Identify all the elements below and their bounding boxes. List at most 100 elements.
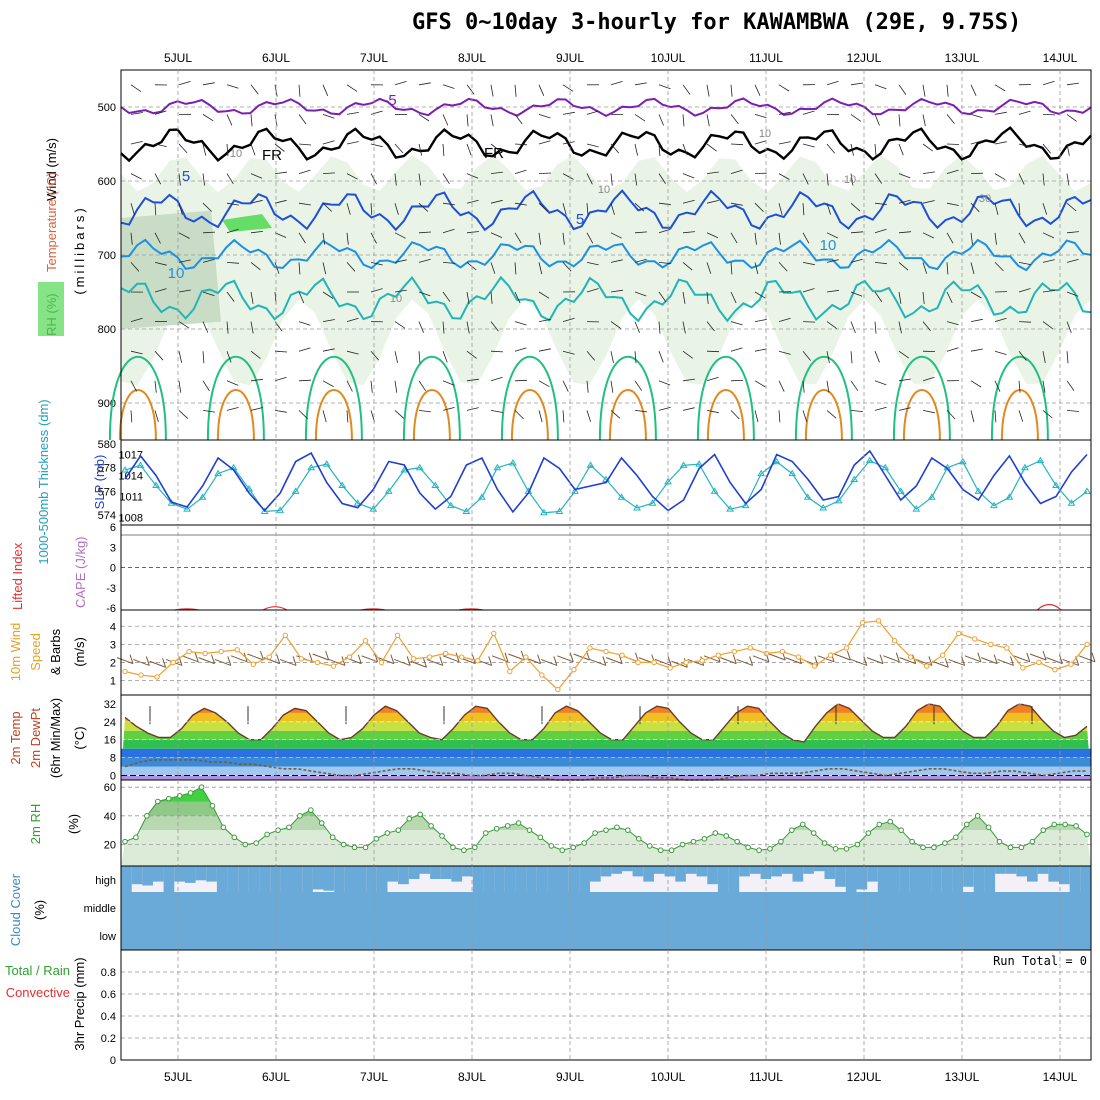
wind-speed-point [507,668,513,675]
wind-barb [898,291,902,304]
wind-barb [298,143,312,146]
rh-point [548,843,555,849]
wind-barb-10m [899,657,916,665]
diurnal-loop [402,356,461,441]
cloud-high-bar [1080,866,1092,892]
thickness-marker [881,463,890,471]
wind-barb [538,84,545,96]
wind-barb [346,350,359,355]
wind-barb [994,173,1006,181]
pressure-tick-label: 600 [98,176,116,188]
wind-barb [538,319,551,322]
wind-barb [514,84,517,97]
wind-speed-point [314,659,321,666]
cloud-high-bar [717,866,730,892]
thickness-tick-label: 580 [98,439,116,451]
rh-point [406,815,413,822]
cloud-level-label: high [95,875,116,887]
wind-barb [298,169,311,174]
wind-barb [994,232,997,245]
wind-barb [442,380,455,386]
wind-barb [754,319,767,322]
temp-color-band [121,757,1091,767]
wind-barb [754,291,766,299]
ylabel-slp: SLP (mb) [92,455,107,510]
wind-barb-10m [442,655,460,663]
wind-barb-10m [230,655,248,663]
rh-point [1062,821,1068,828]
cloud-high-bar [632,866,644,877]
wind-barb [586,143,599,148]
cloud-high-bar [781,866,794,874]
wind-barb [658,114,664,126]
date-label-top: 11JUL [749,51,783,65]
wind-barb [394,289,407,293]
cloud-high-bar [643,866,655,882]
rh-point [253,840,259,846]
cloud-high-bar [515,866,527,892]
wind-barb [202,114,214,122]
thickness-marker [834,496,843,504]
wind-barb [682,321,686,334]
wind-barb [850,380,859,391]
wind-barb-10m [883,655,900,663]
wind-barb [610,81,623,86]
diurnal-loop [108,356,167,441]
wind-speed-point [202,650,208,657]
wind-barb [322,262,327,275]
wind-barb [490,262,496,274]
panel-frames [120,69,1092,1061]
wind-speed-point [491,630,497,637]
wind-barb [346,317,359,322]
wind-barb [754,140,767,145]
temp-color-band [121,703,1091,704]
wind-barb [178,143,188,154]
wind-barb [634,143,638,156]
wind-barb [850,351,853,364]
wind-barb-flag [227,656,232,666]
lifted-index-cape-panel: 6 3 0 -3 -6 Lifted Index CAPE (J/kg) [10,522,1091,615]
wind-barb [706,171,719,174]
contour-label: FR [262,147,282,164]
thickness-marker [121,466,129,473]
cloud-high-bar [355,866,367,892]
wind-speed-point [988,641,994,648]
wind-barb [250,231,263,234]
diurnal-loop [794,356,853,441]
wind-barb [154,380,157,393]
wind-barb [946,114,955,125]
wind-barb [1042,380,1046,393]
thickness-marker [307,463,316,471]
wind-barb [562,380,569,392]
wind-barb [250,84,259,95]
wind-barb [850,143,854,156]
wind-barb [178,173,181,186]
ylabel-cloud: Cloud Cover [8,873,23,946]
cloud-high-bar [728,866,740,892]
ylabel-precip: 3hr Precip (mm) [72,957,87,1050]
wind-barb [250,262,261,271]
wind-tick-label: 2 [110,657,116,669]
wind-barb [130,262,140,272]
rh-point [187,790,194,796]
wind-barb [370,288,383,293]
ylabel-cloud-unit: (%) [32,900,47,920]
wind-barb [946,84,949,97]
wind-barb-10m [540,658,558,666]
thickness-marker [912,505,921,512]
wind-barb [1042,143,1051,154]
date-label-top: 13JUL [945,51,980,65]
rh-point [242,841,249,848]
wind-barb-flag [455,652,460,662]
rh-point [165,795,172,802]
wind-tick-label: 3 [110,639,116,651]
wind-barb [394,203,399,215]
cloud-high-bar [590,866,602,882]
wind-speed-point [234,647,240,653]
wind-barb [226,351,232,363]
thickness-marker [322,460,331,467]
ylabel-minmax: (6hr Min/Max) [48,698,63,778]
wind-barb [514,114,523,125]
diurnal-loop [706,389,745,441]
wind-barb [1066,259,1079,263]
